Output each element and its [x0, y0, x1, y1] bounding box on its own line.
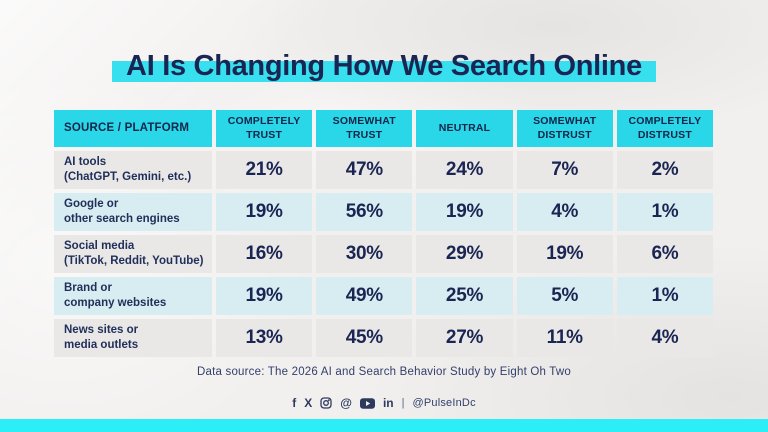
value-cell: 29% [416, 235, 513, 273]
value-cell: 56% [316, 193, 413, 231]
trust-table: SOURCE / PLATFORM COMPLETELY TRUST SOMEW… [54, 110, 713, 357]
row-label: Social media (TikTok, Reddit, YouTube) [54, 235, 212, 273]
value-cell: 19% [416, 193, 513, 231]
row-label: AI tools (ChatGPT, Gemini, etc.) [54, 151, 212, 189]
value-cell: 19% [216, 193, 313, 231]
row-label-line1: Social media [64, 240, 135, 253]
threads-icon: @ [340, 396, 352, 410]
bottom-accent-bar [0, 419, 768, 432]
value-cell: 13% [216, 319, 313, 357]
column-header-somewhat-trust: SOMEWHAT TRUST [316, 110, 413, 147]
row-label-line2: company websites [64, 297, 167, 309]
row-label-line1: AI tools [64, 156, 107, 169]
row-label-line1: Google or [64, 198, 119, 211]
separator-pipe: | [401, 397, 405, 409]
value-cell: 4% [516, 193, 613, 231]
table-row-brand-websites: Brand or company websites 19% 49% 25% 5%… [54, 277, 713, 315]
linkedin-icon: in [382, 396, 394, 410]
value-cell: 27% [416, 319, 513, 357]
value-cell: 19% [216, 277, 313, 315]
value-cell: 45% [316, 319, 413, 357]
column-header-neutral: NEUTRAL [416, 110, 513, 147]
value-cell: 30% [316, 235, 413, 273]
value-cell: 21% [216, 151, 313, 189]
page-title: AI Is Changing How We Search Online [0, 48, 768, 86]
row-label-line1: Brand or [64, 282, 112, 295]
value-cell: 47% [316, 151, 413, 189]
value-cell: 19% [516, 235, 613, 273]
row-label-line2: media outlets [64, 339, 139, 351]
column-header-source-platform: SOURCE / PLATFORM [54, 110, 212, 147]
row-label: Google or other search engines [54, 193, 212, 231]
social-bar: f X @ in | @PulseInDc [0, 397, 768, 409]
x-twitter-icon: X [304, 396, 313, 410]
table-row-ai-tools: AI tools (ChatGPT, Gemini, etc.) 21% 47%… [54, 151, 713, 189]
value-cell: 4% [616, 319, 713, 357]
table-row-news-sites: News sites or media outlets 13% 45% 27% … [54, 319, 713, 357]
value-cell: 16% [216, 235, 313, 273]
data-source-note: Data source: The 2026 AI and Search Beha… [197, 366, 571, 378]
social-handle: @PulseInDc [412, 397, 476, 409]
column-header-completely-distrust: COMPLETELY DISTRUST [616, 110, 713, 147]
value-cell: 1% [616, 277, 713, 315]
row-label: News sites or media outlets [54, 319, 212, 357]
facebook-icon: f [292, 396, 297, 410]
value-cell: 2% [616, 151, 713, 189]
value-cell: 24% [416, 151, 513, 189]
table-row-google: Google or other search engines 19% 56% 1… [54, 193, 713, 231]
row-label-line2: other search engines [64, 213, 180, 225]
value-cell: 7% [516, 151, 613, 189]
value-cell: 25% [416, 277, 513, 315]
table-header-row: SOURCE / PLATFORM COMPLETELY TRUST SOMEW… [54, 110, 713, 147]
value-cell: 6% [616, 235, 713, 273]
value-cell: 5% [516, 277, 613, 315]
value-cell: 1% [616, 193, 713, 231]
page-title-text: AI Is Changing How We Search Online [112, 48, 656, 86]
table-row-social-media: Social media (TikTok, Reddit, YouTube) 1… [54, 235, 713, 273]
row-label: Brand or company websites [54, 277, 212, 315]
youtube-icon [359, 397, 375, 409]
value-cell: 49% [316, 277, 413, 315]
row-label-line2: (TikTok, Reddit, YouTube) [64, 255, 204, 267]
value-cell: 11% [516, 319, 613, 357]
column-header-completely-trust: COMPLETELY TRUST [216, 110, 313, 147]
row-label-line2: (ChatGPT, Gemini, etc.) [64, 171, 192, 183]
column-header-somewhat-distrust: SOMEWHAT DISTRUST [516, 110, 613, 147]
instagram-icon [320, 397, 332, 409]
row-label-line1: News sites or [64, 324, 139, 337]
